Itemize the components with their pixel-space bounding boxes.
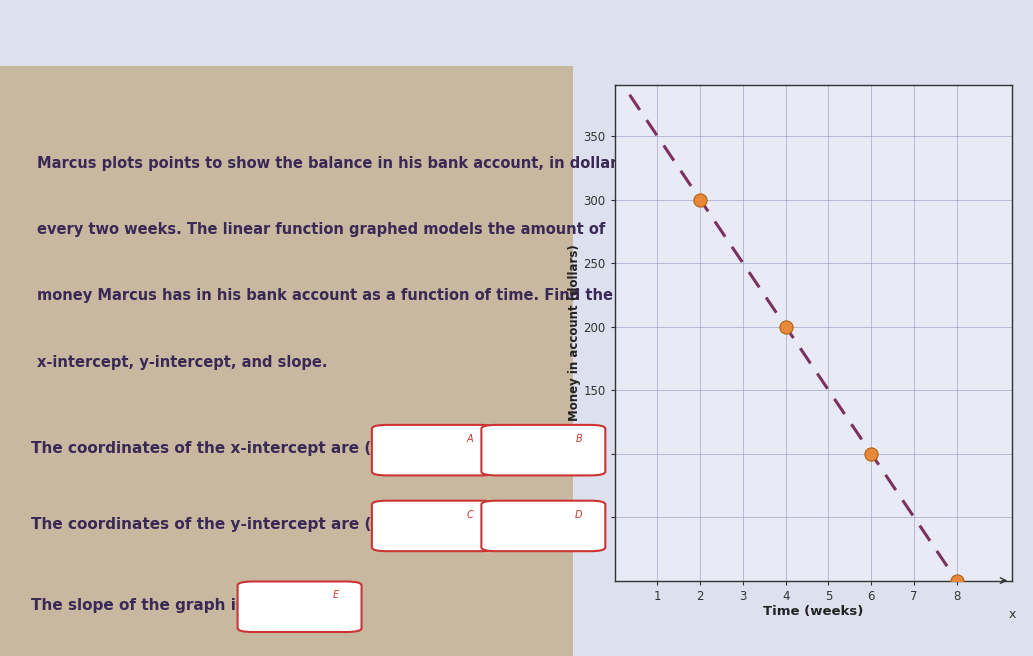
Point [692,194,709,205]
Circle shape [905,39,1019,48]
Text: x: x [1008,609,1016,621]
Text: B: B [575,434,583,443]
Text: The slope of the graph is: The slope of the graph is [31,598,245,613]
Circle shape [683,39,796,48]
Text: 8: 8 [958,37,966,50]
Text: 9: 9 [1013,37,1022,50]
Circle shape [628,39,742,48]
Text: A: A [467,434,473,443]
X-axis label: Time (weeks): Time (weeks) [763,605,864,619]
Text: ,: , [484,517,490,532]
FancyBboxPatch shape [481,425,605,476]
Circle shape [739,39,852,48]
Circle shape [961,39,1033,48]
Point [948,575,965,586]
Text: ).: ). [593,517,605,532]
FancyBboxPatch shape [372,425,496,476]
Circle shape [572,39,686,48]
Y-axis label: Money in account (dollars): Money in account (dollars) [567,245,581,421]
Text: D: D [575,510,583,520]
FancyBboxPatch shape [238,581,362,632]
Text: C: C [466,510,473,520]
Text: 6: 6 [847,37,855,50]
Point [778,321,794,332]
FancyBboxPatch shape [481,501,605,551]
Circle shape [516,39,630,48]
Text: .: . [349,598,354,613]
Text: E: E [333,590,339,600]
Text: 3: 3 [681,37,688,50]
Text: Marcus plots points to show the balance in his bank account, in dollars,: Marcus plots points to show the balance … [37,155,631,171]
Text: 7: 7 [903,37,910,50]
Text: every two weeks. The linear function graphed models the amount of: every two weeks. The linear function gra… [37,222,605,237]
Text: 1: 1 [569,37,577,50]
Text: x-intercept, y-intercept, and slope.: x-intercept, y-intercept, and slope. [37,355,327,370]
FancyBboxPatch shape [372,501,496,551]
Text: 5: 5 [791,37,800,50]
Text: 4: 4 [735,37,744,50]
Text: The coordinates of the x-intercept are (: The coordinates of the x-intercept are ( [31,441,371,457]
Point [863,448,879,459]
Text: ).: ). [593,441,605,457]
Text: ,: , [484,441,490,457]
Text: ◄: ◄ [525,34,539,52]
Text: money Marcus has in his bank account as a function of time. Find the: money Marcus has in his bank account as … [37,289,613,304]
Circle shape [794,39,908,48]
Circle shape [849,39,964,48]
Text: 2: 2 [625,37,633,50]
Text: The coordinates of the y-intercept are (: The coordinates of the y-intercept are ( [31,517,372,532]
